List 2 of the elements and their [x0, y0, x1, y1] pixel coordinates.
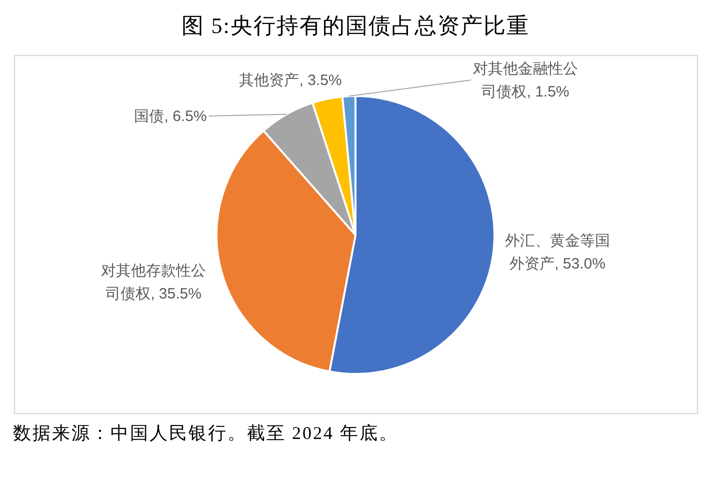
- source-note: 数据来源：中国人民银行。截至 2024 年底。: [13, 423, 398, 443]
- chart-title: 图 5:央行持有的国债占总资产比重: [182, 13, 530, 38]
